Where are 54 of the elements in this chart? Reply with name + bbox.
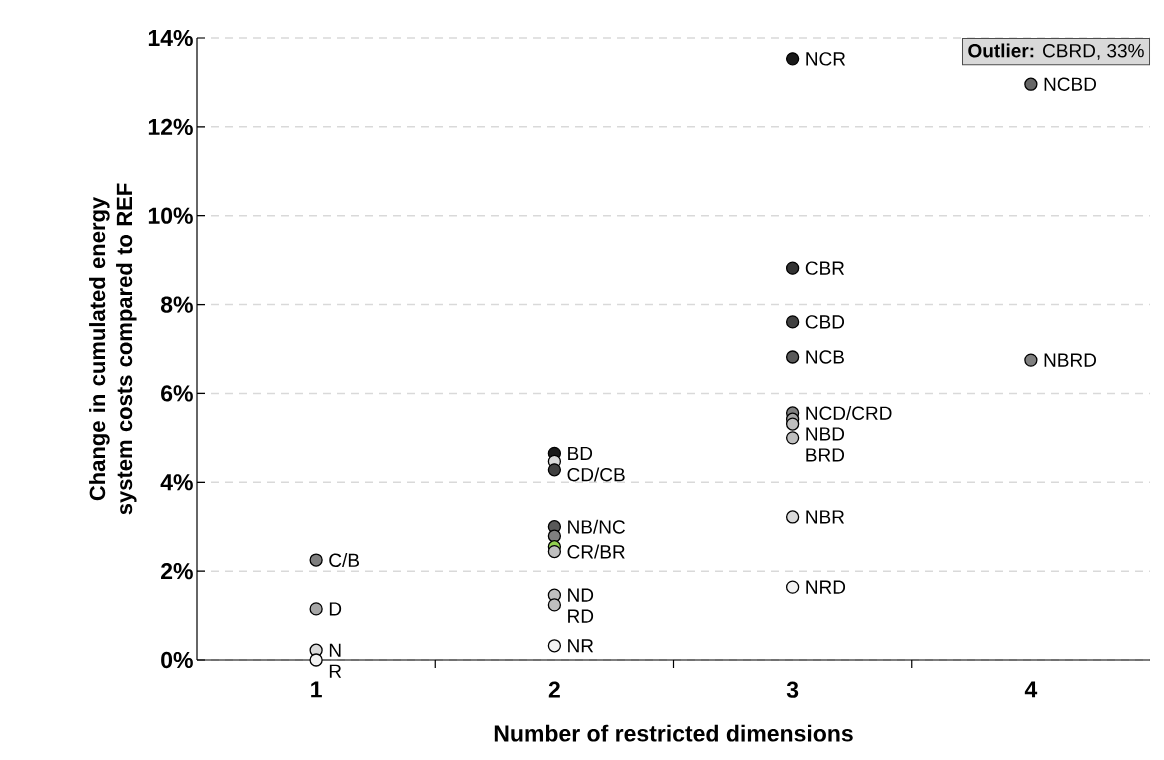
point: [785, 52, 800, 66]
y-tick-label: 14%: [148, 29, 193, 47]
point: [785, 510, 800, 524]
annotation: ND: [568, 588, 594, 602]
point: [547, 544, 562, 559]
annotation: NB/NC: [568, 519, 625, 534]
point: [785, 315, 800, 329]
point: [785, 580, 800, 594]
y-tick-label: 2%: [161, 563, 193, 580]
annotation: CD/CB: [567, 467, 625, 482]
point: [785, 417, 800, 431]
annotation: NBD: [806, 427, 845, 441]
x-tick-label: 3: [786, 681, 799, 698]
annotation: Outlier: CBRD, 33%: [968, 43, 1144, 60]
x-axis-title: Number of restricted dimensions: [494, 724, 853, 742]
annotation: CR/BR: [567, 544, 625, 559]
point: [1024, 353, 1038, 367]
annotation: D: [329, 602, 342, 616]
annotation: R: [329, 664, 342, 678]
y-tick-label: 4%: [160, 474, 193, 491]
point: [309, 602, 323, 616]
y-tick-label: 10%: [148, 207, 193, 224]
y-tick-label: 12%: [148, 118, 193, 135]
x-tick-label: 2: [548, 681, 560, 698]
point: [547, 598, 562, 612]
annotation: NCR: [806, 52, 846, 66]
annotation: CBD: [805, 315, 845, 329]
annotation: NBRD: [1044, 353, 1097, 367]
point: [785, 261, 800, 275]
point: [785, 431, 800, 445]
annotation: NRD: [806, 580, 846, 594]
point: [785, 350, 800, 364]
annotation: BD: [568, 446, 593, 460]
y-tick-label: 8%: [160, 296, 193, 313]
annotation: NCB: [806, 350, 844, 364]
annotation: BRD: [806, 448, 845, 462]
annotation: CBR: [805, 261, 845, 275]
annotation: NCBD: [1044, 77, 1097, 91]
annotation: N: [329, 643, 341, 657]
x-tick-label: 4: [1024, 681, 1038, 698]
annotation: NBR: [806, 510, 845, 524]
point: [309, 653, 323, 667]
y-axis-title: Change in cumulated energy system costs compared to REF: [89, 183, 137, 515]
annotation: C/B: [329, 553, 359, 568]
x-tick-label: 1: [311, 681, 322, 698]
point: [547, 463, 562, 477]
y-tick-label: 6%: [161, 385, 193, 402]
point: [1024, 77, 1038, 91]
y-tick-label: 0%: [161, 651, 193, 669]
point: [309, 553, 323, 567]
annotation: NR: [568, 639, 594, 653]
annotation: RD: [568, 609, 594, 623]
annotation: NCD/CRD: [806, 405, 892, 420]
point: [547, 639, 562, 653]
